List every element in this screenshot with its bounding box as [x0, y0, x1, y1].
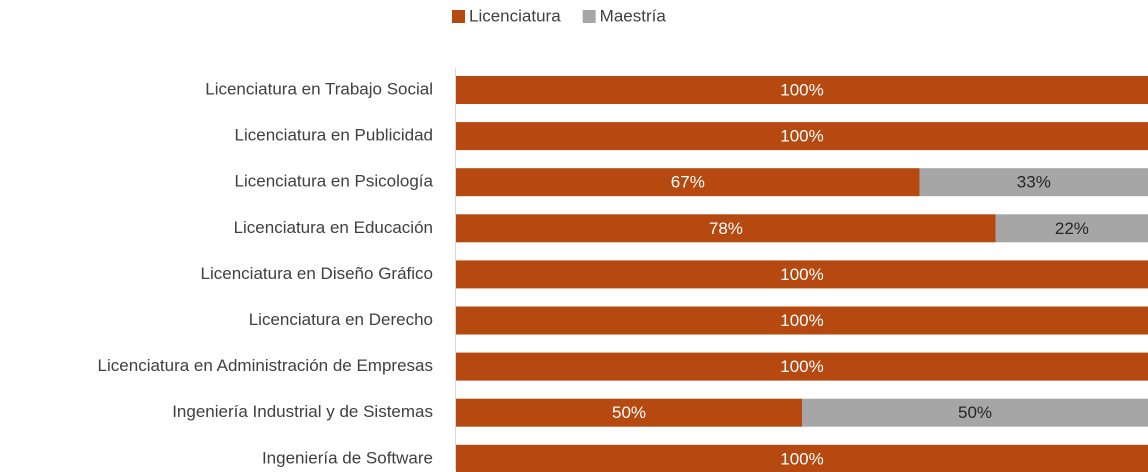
bar-segment: [456, 306, 1148, 335]
data-label: 33%: [1017, 173, 1051, 192]
bar-segment: [456, 168, 920, 197]
data-label: 100%: [780, 357, 823, 376]
legend-label: Maestría: [600, 6, 667, 25]
data-label: 100%: [780, 127, 823, 146]
bar-segment: [919, 168, 1148, 197]
data-label: 100%: [780, 80, 823, 99]
bar-segment: [456, 214, 996, 243]
y-tick-label: Ingeniería Industrial y de Sistemas: [172, 402, 433, 421]
data-label: 78%: [709, 219, 743, 238]
data-label: 67%: [671, 173, 705, 192]
data-label: 50%: [612, 403, 646, 422]
y-tick-label: Licenciatura en Administración de Empres…: [98, 356, 433, 375]
y-tick-label: Licenciatura en Educación: [234, 218, 433, 237]
legend-label: Licenciatura: [469, 6, 561, 25]
bar-segment: [456, 352, 1148, 381]
y-tick-label: Licenciatura en Psicología: [235, 172, 434, 191]
data-label: 50%: [958, 403, 992, 422]
data-label: 100%: [780, 449, 823, 468]
bar-segment: [995, 214, 1148, 243]
bar-segment: [456, 398, 802, 427]
bar-segment: [802, 398, 1148, 427]
y-tick-label: Ingeniería de Software: [262, 448, 433, 467]
bar-segment: [456, 76, 1148, 104]
bar-segment: [456, 444, 1148, 472]
data-label: 22%: [1055, 219, 1089, 238]
y-tick-label: Licenciatura en Publicidad: [235, 126, 433, 145]
bar-segment: [456, 122, 1148, 151]
legend-swatch: [582, 10, 596, 23]
y-tick-label: Licenciatura en Diseño Gráfico: [201, 264, 433, 283]
legend-swatch: [452, 10, 465, 23]
bar-segment: [456, 260, 1148, 289]
data-label: 100%: [780, 311, 823, 330]
y-tick-label: Licenciatura en Derecho: [249, 310, 433, 329]
data-label: 100%: [780, 265, 823, 284]
y-tick-label: Licenciatura en Trabajo Social: [205, 79, 433, 98]
